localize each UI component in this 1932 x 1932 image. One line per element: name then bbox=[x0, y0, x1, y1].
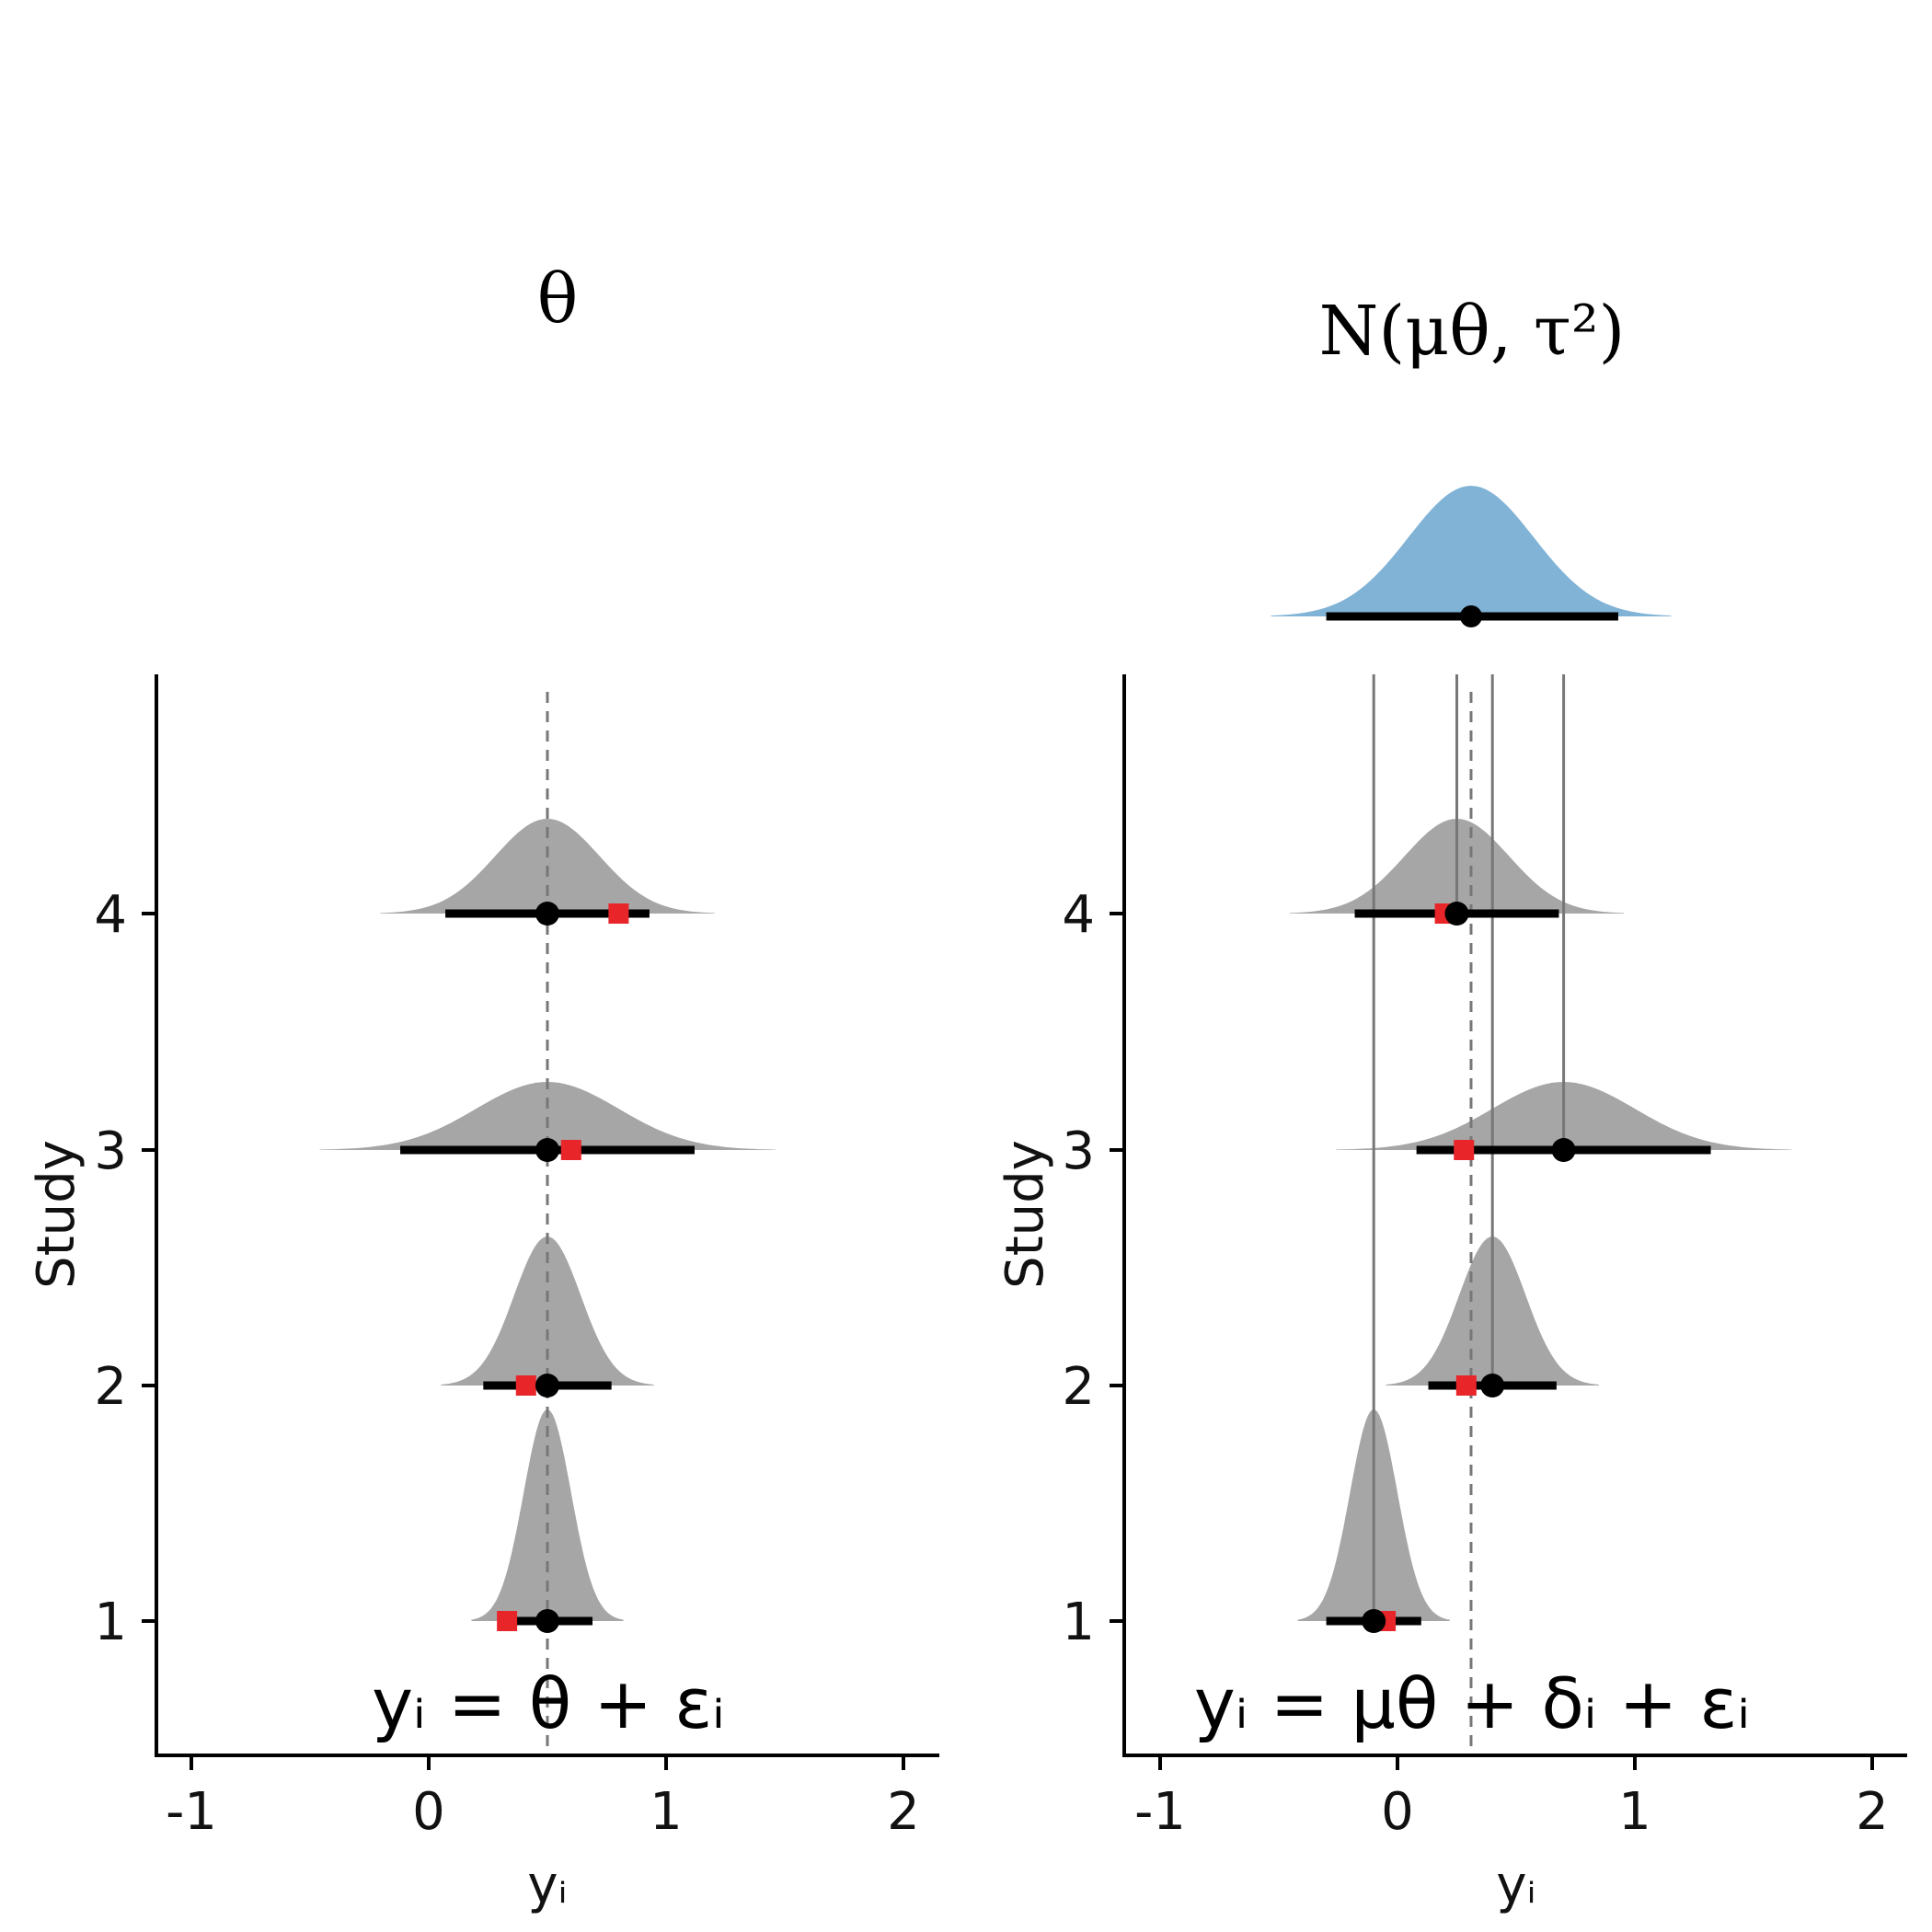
y-axis-title-random: Study bbox=[995, 1140, 1055, 1289]
study-4-observed-marker bbox=[608, 903, 629, 924]
population-mean-point bbox=[1459, 605, 1482, 627]
study-1-estimate-point bbox=[535, 1609, 559, 1633]
study-3-observed-marker bbox=[560, 1140, 581, 1160]
x-tick-label: -1 bbox=[1134, 1782, 1186, 1842]
study-1-density bbox=[471, 1409, 624, 1621]
x-axis-title-fixed: yᵢ bbox=[527, 1856, 567, 1915]
x-tick-label: 2 bbox=[1856, 1782, 1889, 1842]
x-tick-label: 1 bbox=[650, 1782, 683, 1842]
study-3-estimate-point bbox=[535, 1138, 559, 1162]
y-tick-label: 2 bbox=[1062, 1357, 1095, 1417]
y-tick-label: 3 bbox=[94, 1121, 127, 1181]
ticks-layer: -1 0 1 2 1 2 3 4 -1 0 1 2 1 2 3 4 bbox=[94, 885, 1888, 1842]
formula-fixed: yᵢ = θ + εᵢ bbox=[372, 1662, 725, 1744]
study-4-estimate-point bbox=[1444, 902, 1469, 926]
study-4-estimate-point bbox=[535, 902, 559, 926]
panel-fixed bbox=[319, 692, 776, 1755]
study-2-estimate-point bbox=[1480, 1374, 1505, 1397]
y-tick-label: 4 bbox=[94, 885, 127, 945]
y-tick-label: 3 bbox=[1062, 1121, 1095, 1181]
x-tick-label: 0 bbox=[1381, 1782, 1414, 1842]
x-tick-label: 2 bbox=[887, 1782, 920, 1842]
study-3-observed-marker bbox=[1454, 1140, 1475, 1160]
ticks-random: -1 0 1 2 1 2 3 4 bbox=[1062, 885, 1888, 1842]
y-tick-label: 1 bbox=[94, 1593, 127, 1652]
study-3-estimate-point bbox=[1551, 1138, 1576, 1162]
panel-title-fixed: θ bbox=[537, 259, 579, 339]
population-layer bbox=[1271, 486, 1672, 627]
ticks-fixed: -1 0 1 2 1 2 3 4 bbox=[94, 885, 919, 1842]
study-2-estimate-point bbox=[535, 1374, 559, 1397]
x-axis-title-random: yᵢ bbox=[1496, 1856, 1535, 1915]
panel-random bbox=[1289, 674, 1792, 1755]
panels-layer bbox=[319, 674, 1792, 1755]
study-2-observed-marker bbox=[1455, 1375, 1477, 1396]
y-tick-label: 1 bbox=[1062, 1593, 1095, 1652]
study-1-estimate-point bbox=[1362, 1609, 1386, 1633]
y-axis-title-fixed: Study bbox=[27, 1140, 86, 1289]
study-1-observed-marker bbox=[497, 1611, 518, 1631]
y-tick-label: 4 bbox=[1062, 885, 1095, 945]
x-tick-label: 0 bbox=[412, 1782, 445, 1842]
axes bbox=[155, 674, 1907, 1757]
x-tick-label: -1 bbox=[166, 1782, 217, 1842]
y-tick-label: 2 bbox=[94, 1357, 127, 1417]
formula-random: yᵢ = μθ + δᵢ + εᵢ bbox=[1194, 1662, 1750, 1744]
study-2-observed-marker bbox=[515, 1375, 536, 1396]
study-3-density bbox=[319, 1082, 776, 1150]
population-density bbox=[1271, 486, 1672, 616]
panel-title-random: N(μθ, τ²) bbox=[1319, 292, 1626, 371]
x-tick-label: 1 bbox=[1618, 1782, 1651, 1842]
